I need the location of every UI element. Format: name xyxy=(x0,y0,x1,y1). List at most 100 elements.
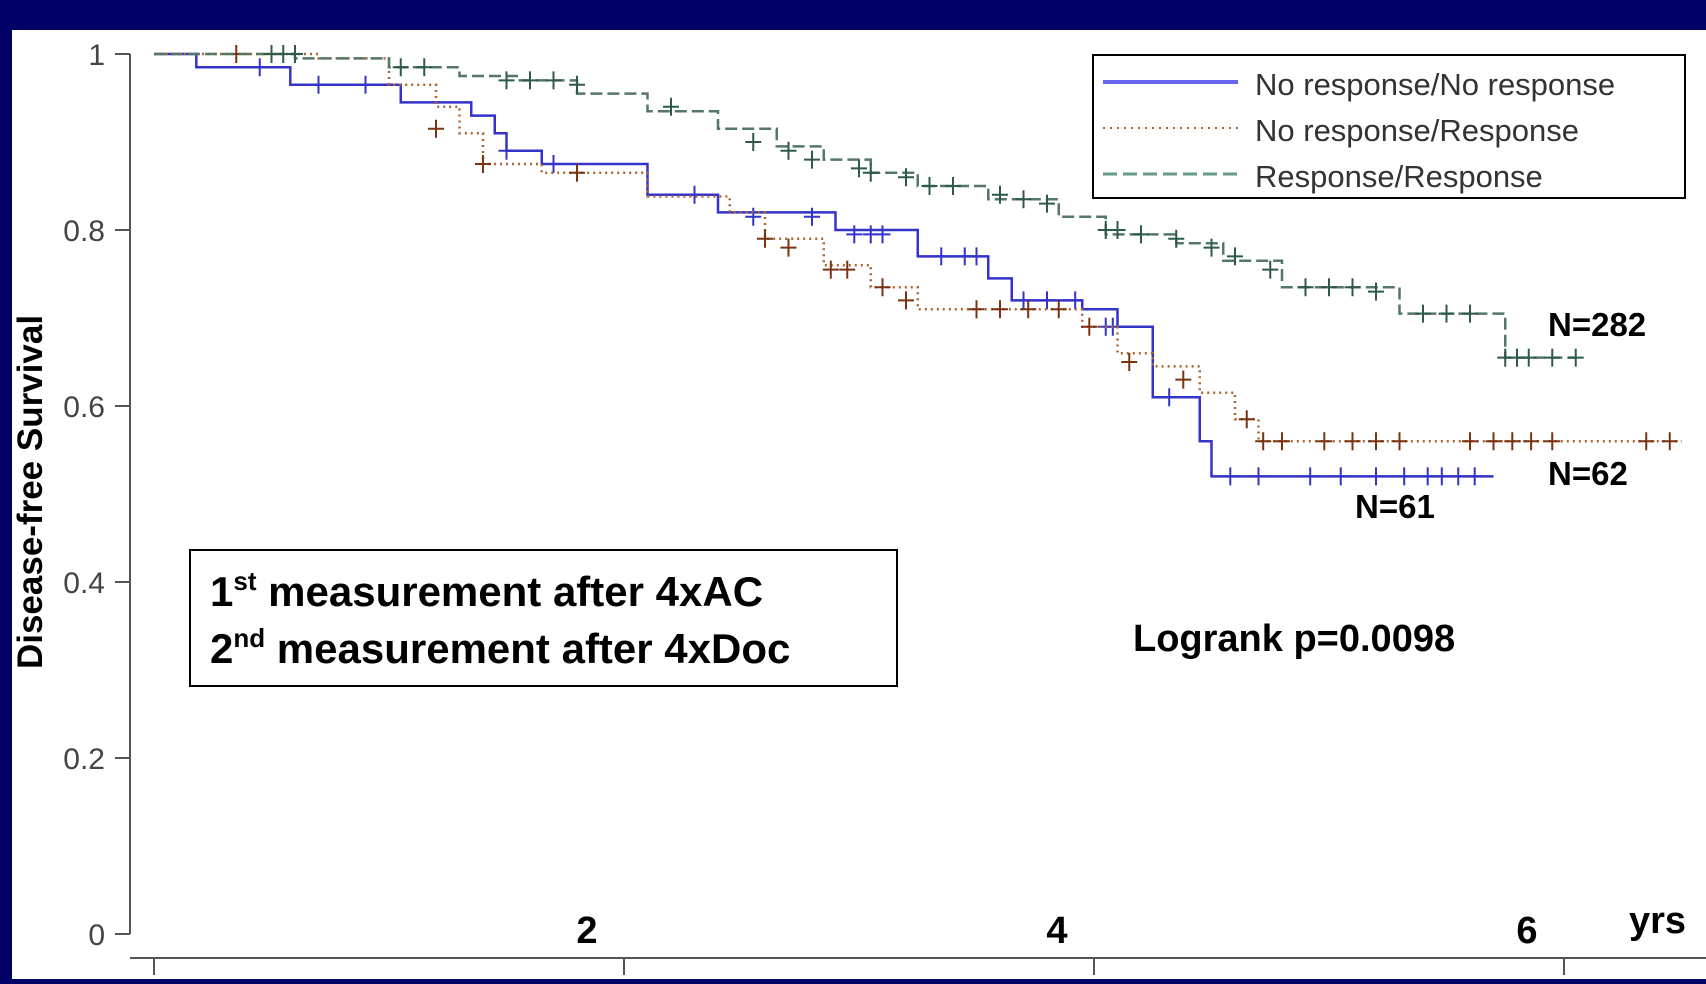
x-unit-label: yrs xyxy=(1629,900,1686,942)
curve-nr-nr xyxy=(154,52,1494,478)
measurement-box-frame xyxy=(189,549,898,687)
censor-mark xyxy=(846,225,863,244)
censor-mark xyxy=(757,229,773,248)
censor-mark xyxy=(851,159,867,178)
censor-mark xyxy=(1039,194,1055,213)
legend-label-nr-r: No response/Response xyxy=(1255,113,1579,148)
measurement-line-1: 1st measurement after 4xAC xyxy=(210,566,763,615)
censor-mark xyxy=(968,247,985,266)
logrank-text: Logrank p=0.0098 xyxy=(1133,618,1455,660)
censor-mark xyxy=(1133,225,1149,244)
censor-mark xyxy=(1462,304,1478,323)
censor-mark xyxy=(569,163,585,182)
censor-mark xyxy=(1109,221,1126,239)
censor-mark xyxy=(780,141,797,160)
censor-mark xyxy=(1274,432,1290,451)
y-tick-label: 0 xyxy=(88,919,105,952)
censor-mark xyxy=(1121,353,1138,371)
censor-mark xyxy=(498,141,515,160)
censor-mark xyxy=(663,97,679,116)
censor-mark xyxy=(1081,317,1098,336)
censor-mark xyxy=(251,58,268,77)
censor-mark xyxy=(498,71,515,90)
n-label-nr-nr: N=61 xyxy=(1355,488,1435,525)
censor-mark xyxy=(1344,432,1361,451)
censor-mark xyxy=(1391,432,1408,451)
censor-mark xyxy=(839,260,856,279)
censor-mark xyxy=(1238,410,1255,429)
censor-mark xyxy=(921,177,938,195)
censor-mark xyxy=(1222,467,1239,486)
censor-mark xyxy=(1050,300,1067,319)
censor-mark xyxy=(545,155,562,173)
censor-mark xyxy=(1227,247,1243,266)
censor-mark xyxy=(1203,238,1220,257)
legend-label-nr-nr: No response/No response xyxy=(1255,67,1615,102)
censor-mark xyxy=(780,238,797,257)
censor-mark xyxy=(1262,260,1279,279)
axes: 0 0.2 0.4 0.6 0.8 1 2 4 6 xyxy=(63,39,1706,975)
censor-mark xyxy=(475,155,491,173)
censor-mark xyxy=(933,247,950,266)
censor-mark xyxy=(968,300,985,319)
y-tick-label: 1 xyxy=(88,39,105,72)
censor-mark xyxy=(1438,304,1455,323)
censor-mark xyxy=(1020,300,1037,319)
censor-mark xyxy=(1067,291,1084,310)
censor-mark xyxy=(1316,432,1333,451)
censor-mark xyxy=(1415,304,1431,323)
censor-mark xyxy=(1520,348,1537,367)
n-label-r-r: N=282 xyxy=(1548,306,1646,343)
censor-mark xyxy=(804,150,820,169)
y-axis-strip xyxy=(12,30,130,979)
x-tick-label: 2 xyxy=(576,910,597,952)
legend-label-r-r: Response/Response xyxy=(1255,159,1543,194)
y-axis-label: Disease-free Survival xyxy=(11,315,50,669)
censor-mark xyxy=(1321,278,1337,297)
n-label-nr-r: N=62 xyxy=(1548,455,1628,492)
censor-mark xyxy=(1466,467,1483,486)
censor-mark xyxy=(1302,467,1319,486)
censor-mark xyxy=(1297,278,1314,297)
censor-mark xyxy=(1396,467,1413,486)
legend: No response/No response No response/Resp… xyxy=(1092,54,1686,199)
censor-mark xyxy=(1419,467,1436,486)
censor-mark xyxy=(310,75,327,94)
censor-mark xyxy=(745,207,762,226)
censor-mark xyxy=(1485,432,1502,451)
censor-mark xyxy=(1368,282,1384,301)
censor-mark xyxy=(392,58,409,77)
censor-mark xyxy=(898,291,914,310)
censor-mark xyxy=(1039,291,1055,310)
curve-nr-r xyxy=(154,52,1682,443)
censor-mark xyxy=(1255,432,1272,451)
y-tick-label: 0.2 xyxy=(63,743,105,776)
censor-mark xyxy=(1175,370,1192,389)
y-tick-label: 0.6 xyxy=(63,391,105,424)
measurement-box: 1st measurement after 4xAC 2nd measureme… xyxy=(189,549,898,687)
censor-mark xyxy=(1168,229,1185,248)
censor-mark xyxy=(804,207,820,226)
censor-mark xyxy=(1462,432,1478,451)
censor-mark xyxy=(428,119,444,138)
censor-mark xyxy=(874,225,891,244)
curves xyxy=(154,45,1682,486)
censor-mark xyxy=(1523,432,1540,451)
measurement-line-2: 2nd measurement after 4xDoc xyxy=(210,623,790,672)
censor-mark xyxy=(1567,348,1584,367)
censor-mark xyxy=(686,185,703,204)
censor-mark xyxy=(1161,388,1178,407)
censor-mark xyxy=(1433,467,1450,486)
censor-mark xyxy=(522,71,538,90)
censor-mark xyxy=(1661,432,1678,451)
censor-mark xyxy=(1368,467,1384,486)
censor-mark xyxy=(1250,467,1267,486)
censor-mark xyxy=(357,75,374,94)
censor-mark xyxy=(992,300,1008,319)
censor-mark xyxy=(1450,467,1467,486)
x-tick-label: 4 xyxy=(1046,910,1067,952)
censor-mark xyxy=(945,177,961,195)
censor-mark xyxy=(569,75,585,94)
